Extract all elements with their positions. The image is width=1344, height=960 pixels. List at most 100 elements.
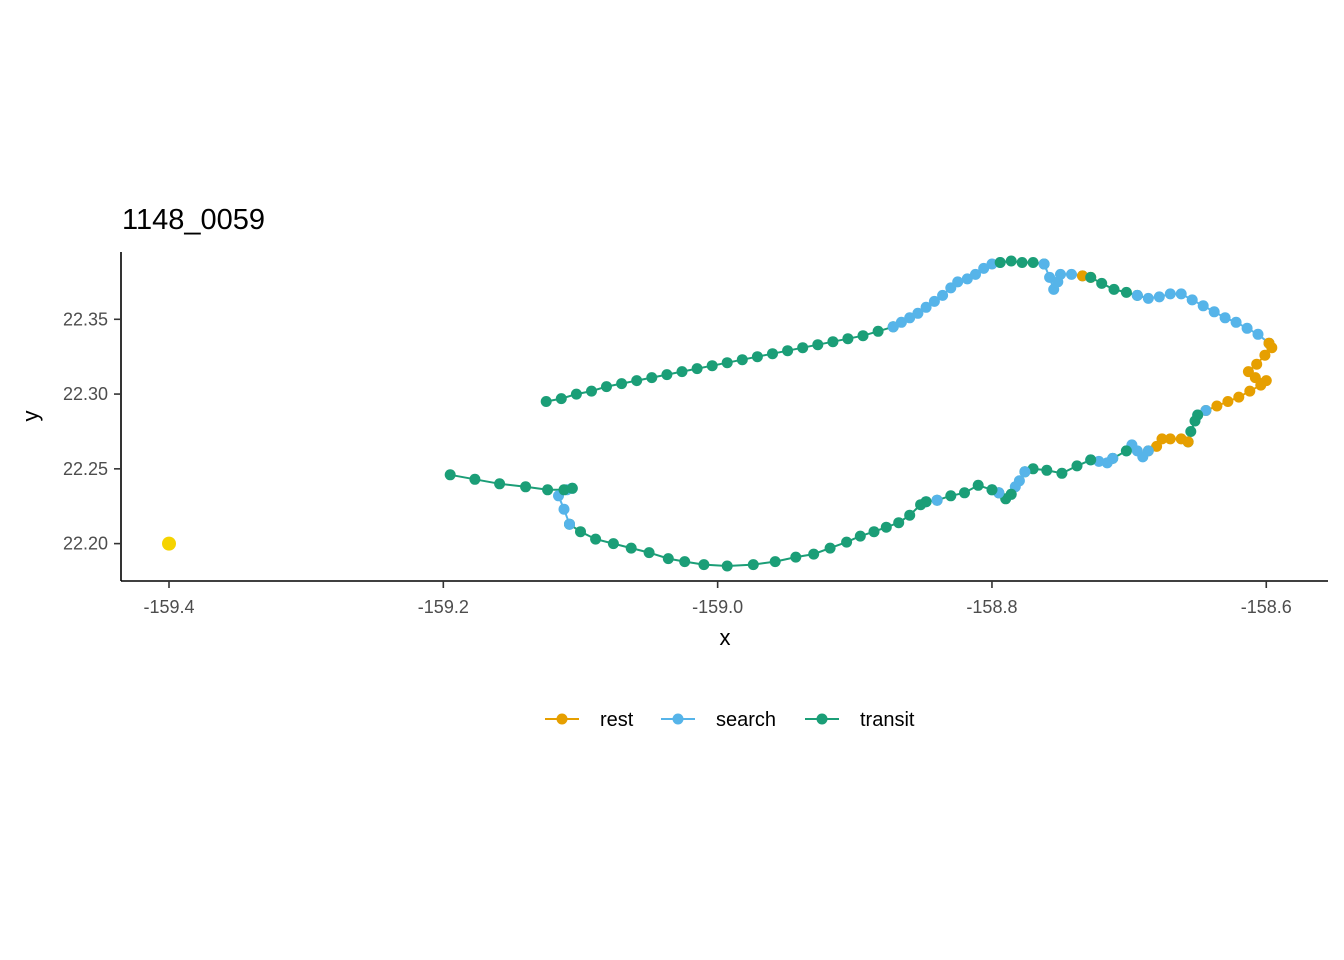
search-point (1142, 292, 1154, 304)
transit-point (679, 556, 691, 568)
transit-point (662, 553, 674, 565)
y-axis-ticks: 22.20 22.25 22.30 22.35 (63, 309, 121, 554)
search-point (986, 258, 998, 270)
transit-point (676, 366, 688, 378)
y-axis-title: y (18, 411, 43, 422)
transit-point (767, 348, 778, 360)
search-point (1200, 405, 1212, 416)
transit-point (643, 547, 655, 559)
plot-marks (162, 255, 1278, 572)
rest-point (1259, 349, 1271, 361)
search-point (928, 295, 940, 307)
transit-point (1071, 460, 1083, 472)
transit-point (590, 533, 602, 545)
transit-track-line (450, 473, 573, 491)
transit-point (959, 487, 970, 499)
x-tick-label: -159.0 (692, 597, 743, 617)
transit-point (1005, 255, 1017, 267)
transit-point (601, 381, 612, 393)
search-point (1197, 300, 1209, 312)
rest-point (1164, 433, 1176, 445)
search-point (1066, 268, 1077, 280)
search-point (1241, 322, 1253, 334)
x-axis-title: x (720, 625, 731, 650)
transit-point (1027, 257, 1039, 268)
transit-point (646, 372, 658, 384)
transit-point (625, 542, 637, 554)
transit-point (872, 325, 884, 337)
search-point (1131, 289, 1143, 301)
legend-label-transit: transit (860, 709, 915, 731)
transit-point (824, 542, 836, 554)
transit-point (857, 330, 869, 342)
search-point (1101, 457, 1113, 469)
legend-key-point (672, 713, 684, 725)
transit-point (854, 530, 866, 542)
rest-point (1266, 342, 1278, 354)
transit-point (691, 363, 703, 375)
search-point (1208, 306, 1220, 318)
transit-point (706, 360, 718, 372)
rest-point (1233, 391, 1245, 403)
transit-point (1185, 426, 1197, 437)
legend-label-rest: rest (600, 709, 634, 731)
search-point (558, 503, 570, 515)
legend: rest search transit (545, 709, 915, 731)
search-point (1186, 294, 1198, 306)
start-point (162, 536, 177, 551)
rest-point (1211, 400, 1223, 412)
rest-point (1244, 385, 1256, 397)
transit-point (945, 490, 957, 502)
search-point (937, 289, 949, 301)
transit-point (1016, 257, 1028, 268)
x-tick-label: -158.6 (1241, 597, 1292, 617)
transit-point (570, 388, 582, 400)
search-point (1164, 288, 1176, 300)
transit-point (444, 469, 456, 481)
y-tick-label: 22.30 (63, 384, 108, 404)
rest-point (1151, 440, 1163, 452)
search-point (564, 518, 575, 530)
transit-point (841, 536, 853, 548)
chart-title: 1148_0059 (122, 204, 265, 236)
rest-point (1222, 396, 1234, 407)
transit-point (1120, 445, 1132, 457)
search-point (1175, 288, 1187, 300)
transit-point (1189, 415, 1201, 427)
transit-point (575, 526, 586, 538)
search-point (1019, 466, 1031, 478)
search-point (1044, 271, 1056, 283)
transit-point (1096, 277, 1108, 289)
x-axis-ticks: -159.4 -159.2 -159.0 -158.8 -158.6 (143, 581, 1292, 617)
transit-point (915, 499, 927, 511)
x-tick-label: -159.2 (418, 597, 469, 617)
transit-point (747, 559, 759, 571)
rest-point (1251, 358, 1263, 370)
search-point (1219, 312, 1231, 324)
search-point (978, 262, 990, 274)
transit-point (736, 354, 748, 366)
search-point (1230, 316, 1242, 328)
transit-point (542, 484, 554, 496)
transit-point (880, 521, 892, 533)
transit-point (904, 509, 916, 521)
search-point (904, 312, 916, 324)
search-point (961, 273, 973, 285)
y-tick-label: 22.20 (63, 534, 108, 554)
transit-point (1108, 283, 1120, 295)
transit-point (540, 396, 552, 407)
transit-point (1085, 271, 1097, 283)
search-point (952, 276, 964, 288)
transit-point (790, 551, 802, 563)
transit-point (607, 538, 619, 550)
transit-point (555, 393, 567, 405)
transit-point (616, 378, 628, 390)
transit-point (1041, 464, 1053, 476)
search-point (887, 321, 899, 333)
search-point (1153, 291, 1165, 303)
transit-track-line (546, 325, 894, 403)
transit-point (1085, 454, 1097, 466)
x-tick-label: -159.4 (143, 597, 194, 617)
transit-point (842, 333, 854, 345)
search-point (912, 307, 924, 319)
